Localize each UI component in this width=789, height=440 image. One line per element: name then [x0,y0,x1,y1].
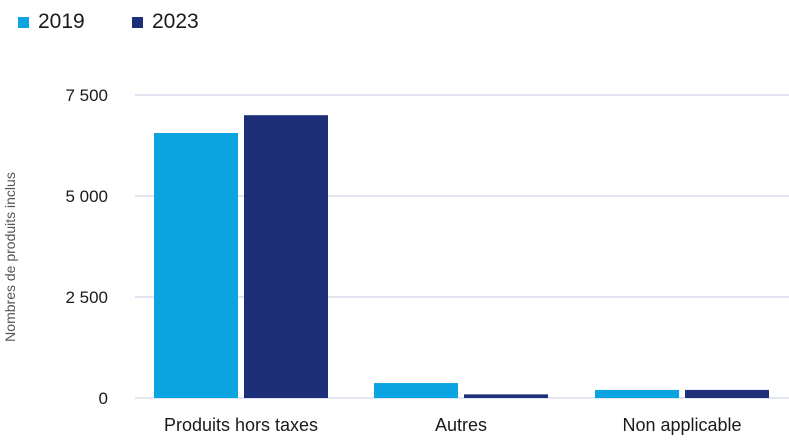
bar-2023-1 [464,394,548,398]
bar-2019-1 [374,383,458,398]
legend-item-2019: 2019 [18,8,85,36]
y-tick-label: 7 500 [65,86,108,105]
y-axis-ticks: 0 2 500 5 000 7 500 [65,86,108,408]
legend-label-2019: 2019 [38,10,85,33]
y-tick-label: 2 500 [65,288,108,307]
x-tick-label: Autres [435,415,487,435]
y-tick-label: 0 [99,389,108,408]
chart-bars [154,115,769,398]
bar-2019-0 [154,132,238,398]
legend-label-2023: 2023 [152,10,199,33]
bar-2019-2 [595,389,679,398]
legend-swatch-2023 [132,16,143,28]
y-axis-label: Nombres de produits inclus [2,172,18,342]
bar-2023-0 [244,115,328,398]
bar-2023-2 [685,389,769,398]
x-axis-ticks: Produits hors taxes Autres Non applicable [164,415,742,435]
legend-item-2023: 2023 [132,8,199,36]
y-tick-label: 5 000 [65,187,108,206]
x-tick-label: Produits hors taxes [164,415,318,435]
legend-swatch-2019 [18,16,29,28]
x-tick-label: Non applicable [622,415,741,435]
